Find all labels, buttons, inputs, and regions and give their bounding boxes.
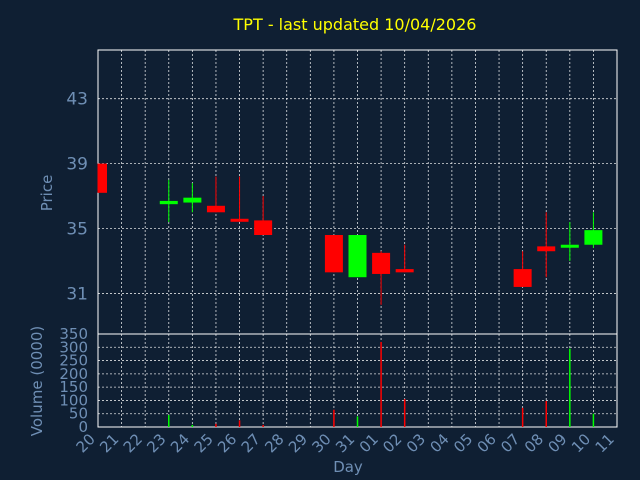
x-tick-label: 03 [403, 430, 429, 456]
candle-body [513, 269, 532, 287]
x-tick-label: 22 [120, 430, 146, 456]
candle-body [159, 200, 178, 205]
x-tick-label: 06 [474, 430, 500, 456]
candle-body [206, 205, 225, 213]
x-tick-label: 25 [191, 430, 217, 456]
x-tick-label: 05 [450, 430, 476, 456]
x-tick-label: 09 [544, 430, 570, 456]
candle-body [537, 246, 556, 252]
volume-tick-label: 100 [59, 391, 88, 409]
candle-body [98, 163, 107, 193]
candle-body [395, 269, 414, 273]
x-tick-label: 21 [96, 430, 122, 456]
x-tick-label: 31 [332, 430, 358, 456]
x-tick-label: 01 [356, 430, 382, 456]
x-tick-label: 10 [568, 430, 594, 456]
price-tick-label: 43 [66, 90, 88, 110]
x-tick-label: 04 [426, 430, 452, 456]
x-tick-label: 02 [379, 430, 405, 456]
candle-body [254, 220, 273, 236]
candle-body [230, 218, 249, 222]
candle-body [183, 197, 202, 203]
candle-body [372, 252, 391, 274]
volume-tick-label: 250 [59, 352, 88, 370]
volume-tick-label: 150 [59, 378, 88, 396]
price-axis-label: Price [38, 175, 56, 212]
x-tick-label: 08 [521, 430, 547, 456]
volume-axis-label: Volume (0000) [28, 326, 46, 436]
x-tick-label: 30 [309, 430, 335, 456]
x-tick-label: 28 [261, 430, 287, 456]
chart-title: TPT - last updated 10/04/2026 [233, 15, 477, 34]
price-tick-label: 39 [66, 155, 88, 175]
x-tick-label: 11 [592, 430, 618, 456]
x-tick-label: 07 [497, 430, 523, 456]
volume-tick-label: 50 [69, 405, 88, 423]
price-panel: 31 35 39 43 [66, 49, 618, 335]
x-tick-label: 24 [167, 430, 193, 456]
candle-body [560, 244, 579, 248]
x-tick-label: 26 [214, 430, 240, 456]
volume-panel: 2021222324252627282930310102030405060708… [59, 325, 617, 456]
x-tick-label: 27 [238, 430, 264, 456]
volume-tick-label: 200 [59, 365, 88, 383]
candle-body [584, 230, 603, 245]
x-tick-label: 29 [285, 430, 311, 456]
price-tick-label: 31 [66, 284, 88, 304]
volume-tick-label: 350 [59, 325, 88, 343]
candle-body [324, 235, 343, 273]
price-tick-label: 35 [66, 220, 88, 240]
volume-tick-label: 0 [78, 418, 88, 436]
candle-body [348, 235, 367, 278]
x-axis-label: Day [333, 458, 363, 476]
x-tick-label: 23 [143, 430, 169, 456]
volume-tick-label: 300 [59, 338, 88, 356]
